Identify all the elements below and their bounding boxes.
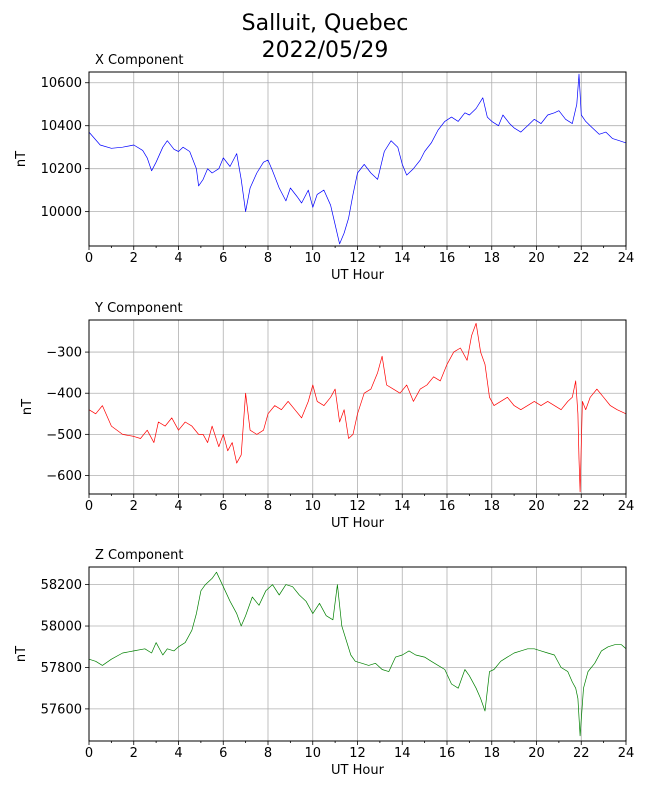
- y-axis-label: nT: [14, 151, 29, 167]
- x-tick-label: 2: [130, 746, 138, 761]
- y-tick-label: 58200: [41, 578, 82, 593]
- y-tick-label: 10400: [41, 119, 82, 134]
- x-tick-label: 0: [85, 251, 93, 266]
- x-axis-label: UT Hour: [331, 516, 385, 531]
- y-tick-label: 10200: [41, 162, 82, 177]
- x-tick-label: 24: [618, 746, 635, 761]
- x-tick-label: 16: [439, 746, 456, 761]
- panel-x-component: 0 2 4 6 8 10 12 14 16 18 20 22 241000010200104001060…: [14, 53, 634, 283]
- series-line: [88, 571, 627, 737]
- x-tick-label: 2: [130, 499, 138, 514]
- x-tick-label: 22: [573, 746, 590, 761]
- x-axis-label: UT Hour: [331, 268, 385, 283]
- x-tick-label: 16: [439, 499, 456, 514]
- y-tick-label: 10600: [41, 76, 82, 91]
- x-tick-label: 18: [483, 499, 500, 514]
- y-tick-label: 10000: [41, 205, 82, 220]
- x-tick-label: 6: [219, 251, 227, 266]
- x-tick-label: 10: [304, 499, 321, 514]
- y-tick-label: −600: [46, 469, 82, 484]
- figure-title-station: Salluit, Quebec: [241, 11, 409, 36]
- x-tick-label: 20: [528, 251, 545, 266]
- y-tick-label: −500: [46, 428, 82, 443]
- x-tick-label: 0: [85, 499, 93, 514]
- x-tick-label: 0: [85, 746, 93, 761]
- y-axis-label: nT: [20, 399, 35, 415]
- y-tick-label: 58000: [41, 620, 82, 635]
- x-tick-label: 8: [264, 499, 272, 514]
- figure-title: Salluit, Quebec 2022/05/29: [0, 10, 650, 64]
- x-tick-label: 12: [349, 746, 366, 761]
- panel-title: Y Component: [94, 301, 183, 316]
- x-tick-label: 18: [483, 251, 500, 266]
- x-tick-label: 4: [174, 251, 182, 266]
- x-axis-label: UT Hour: [331, 763, 385, 778]
- y-tick-label: 57800: [41, 661, 82, 676]
- x-tick-label: 22: [573, 499, 590, 514]
- panel-z-component: 0 2 4 6 8 10 12 14 16 18 20 22 245760057800580005820…: [14, 548, 634, 778]
- x-tick-label: 12: [349, 251, 366, 266]
- x-tick-label: 24: [618, 251, 635, 266]
- y-tick-label: 57600: [41, 702, 82, 717]
- x-tick-label: 8: [264, 251, 272, 266]
- x-tick-label: 2: [130, 251, 138, 266]
- x-tick-label: 10: [304, 746, 321, 761]
- series-line: [88, 73, 627, 245]
- x-tick-label: 22: [573, 251, 590, 266]
- x-tick-label: 4: [174, 746, 182, 761]
- panel-title: Z Component: [95, 548, 184, 563]
- x-tick-label: 14: [394, 499, 411, 514]
- y-tick-label: −300: [46, 346, 82, 361]
- x-tick-label: 6: [219, 499, 227, 514]
- x-tick-label: 6: [219, 746, 227, 761]
- panel-title: X Component: [95, 53, 184, 68]
- x-tick-label: 14: [394, 251, 411, 266]
- x-tick-label: 20: [528, 499, 545, 514]
- x-tick-label: 24: [618, 499, 635, 514]
- y-tick-label: −400: [46, 387, 82, 402]
- x-tick-label: 16: [439, 251, 456, 266]
- x-tick-label: 10: [304, 251, 321, 266]
- series-line: [88, 322, 627, 493]
- x-tick-label: 18: [483, 746, 500, 761]
- y-axis-label: nT: [14, 646, 29, 662]
- figure-title-date: 2022/05/29: [261, 38, 389, 63]
- x-tick-label: 12: [349, 499, 366, 514]
- x-tick-label: 4: [174, 499, 182, 514]
- x-tick-label: 20: [528, 746, 545, 761]
- x-tick-label: 14: [394, 746, 411, 761]
- x-tick-label: 8: [264, 746, 272, 761]
